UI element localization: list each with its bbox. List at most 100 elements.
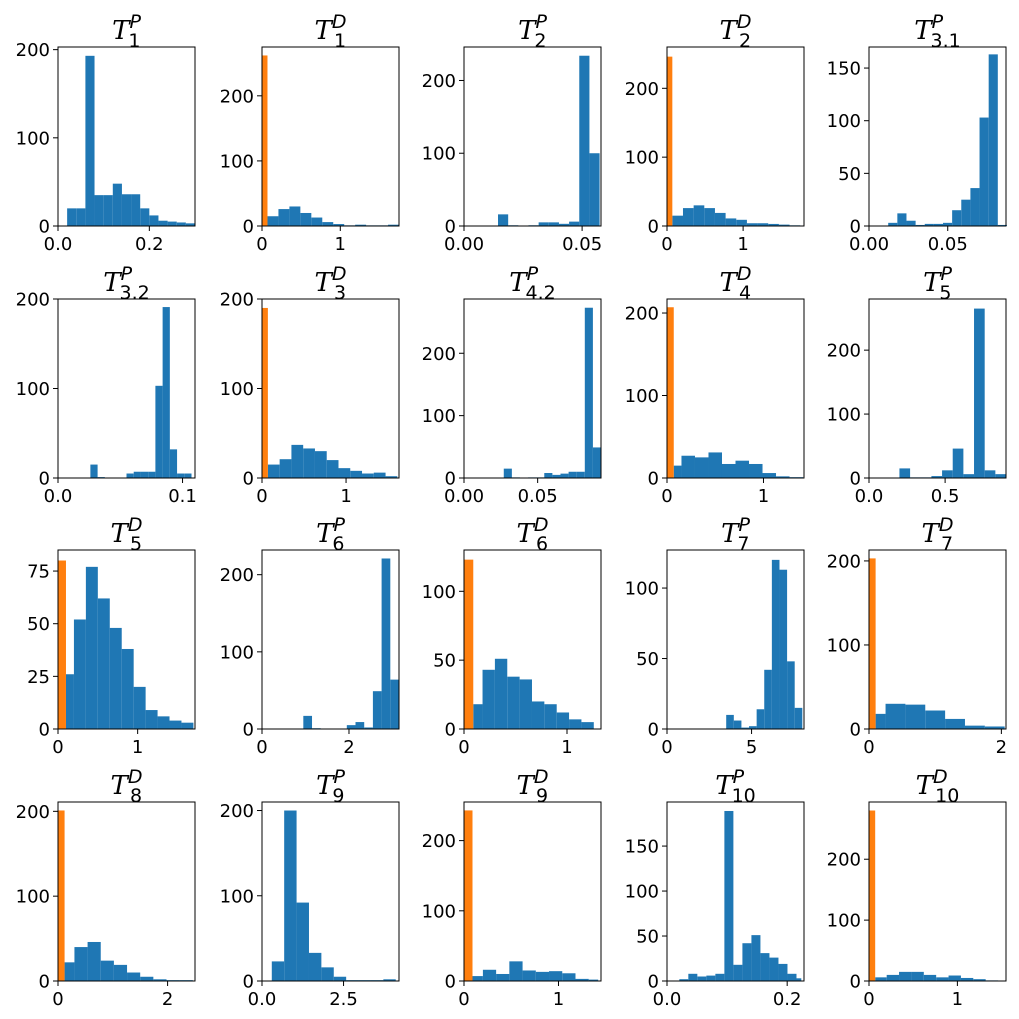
axes-frame (463, 46, 602, 227)
x-tick-label: 0.05 (518, 486, 558, 507)
x-tick-label: 0.5 (931, 486, 960, 507)
y-tick-label: 200 (16, 290, 50, 311)
histogram-bar (355, 722, 365, 729)
histogram-bar (960, 977, 974, 981)
histogram-bar (65, 674, 74, 729)
histogram-bar (875, 713, 886, 729)
axes-frame (868, 46, 1007, 227)
y-tick-label: 100 (16, 379, 50, 400)
histogram-bar (708, 452, 722, 478)
histogram-bar (291, 444, 304, 478)
x-tick-label: 5 (746, 737, 757, 758)
x-tick-label: 0.00 (849, 234, 889, 255)
histogram-bar (726, 714, 734, 729)
histogram-bar (131, 194, 141, 226)
x-tick-label: 1 (553, 989, 564, 1010)
histogram-bar (113, 964, 128, 981)
histogram-bar (973, 979, 986, 981)
panel-title: TP 10 (715, 766, 756, 807)
y-tick-label: 150 (827, 59, 861, 80)
histogram-bar (575, 978, 589, 981)
x-tick-label: 0.0 (653, 989, 682, 1010)
histogram-bar (133, 471, 141, 478)
x-tick-label: 2 (162, 989, 173, 1010)
histogram-bar (899, 468, 911, 478)
histogram-bar (746, 223, 758, 226)
histogram-bar (169, 449, 178, 478)
histogram-bar (562, 973, 576, 981)
histogram-bar (346, 725, 356, 729)
histogram-bar (776, 476, 790, 478)
histogram-bar (558, 223, 570, 226)
y-tick-label: 200 (220, 801, 254, 822)
histogram-bar (694, 457, 709, 478)
histogram-bar (498, 214, 509, 226)
zero-bin-bar (667, 307, 674, 478)
histogram-bar (103, 195, 113, 226)
y-tick-label: 0 (445, 972, 456, 993)
histogram-bar (85, 566, 98, 729)
y-tick-label: 100 (220, 379, 254, 400)
histogram-bar (364, 727, 373, 729)
histogram-bar (984, 470, 996, 478)
x-tick-label: 0.00 (444, 486, 484, 507)
histogram-bar (126, 473, 134, 478)
histogram-bar (688, 973, 698, 981)
histogram-bar (145, 710, 158, 729)
histogram-bar (355, 224, 367, 226)
panel-title: TD 1 (315, 11, 347, 52)
y-tick-label: 200 (220, 565, 254, 586)
axes-frame (666, 46, 805, 227)
histogram-bar (906, 220, 916, 226)
histogram-bar (97, 598, 110, 729)
histogram-bar (494, 658, 508, 729)
axes-frame (868, 801, 1007, 982)
histogram-bar (724, 810, 734, 981)
histogram-bar (997, 224, 1007, 226)
panel-title: TD 2 (720, 11, 752, 52)
histogram-bar (988, 54, 998, 227)
x-tick-label: 2.5 (329, 989, 358, 1010)
y-tick-label: 0 (648, 972, 659, 993)
histogram-bar (303, 448, 315, 478)
histogram-bar (888, 222, 898, 226)
x-tick-label: 0 (863, 989, 874, 1010)
histogram-bar (333, 224, 345, 226)
y-tick-label: 50 (636, 649, 659, 670)
panel-title: TP 9 (316, 766, 345, 807)
y-tick-label: 100 (422, 144, 456, 165)
x-tick-label: 0 (256, 737, 267, 758)
y-tick-label: 200 (827, 850, 861, 871)
histogram-bar (948, 975, 961, 981)
x-tick-label: 0 (256, 486, 267, 507)
histogram-bar (931, 476, 943, 478)
histogram-bar (362, 473, 374, 478)
histogram-bar (733, 720, 742, 729)
histogram-panel: 0.0 0.1 0 100 200 TP 3.2 (16, 263, 197, 507)
panel-title: TP 6 (316, 514, 345, 555)
histogram-bar (300, 212, 312, 226)
y-tick-label: 50 (636, 927, 659, 948)
histogram-bar (778, 224, 790, 226)
histogram-panel: 0 1 0 100 200 TD 3 (220, 263, 400, 507)
histogram-bar (579, 55, 590, 227)
histogram-bar (725, 218, 737, 226)
histogram-bar (721, 463, 736, 478)
histogram-bar (74, 947, 88, 981)
histogram-bar (787, 661, 795, 729)
histogram-bar (673, 465, 682, 478)
histogram-bar (779, 569, 788, 729)
y-tick-label: 0 (445, 217, 456, 238)
histogram-panel: 0.00 0.05 0 100 200 TP 4.2 (422, 263, 602, 507)
y-tick-label: 25 (27, 667, 50, 688)
x-tick-label: 0.05 (928, 234, 968, 255)
y-tick-label: 100 (220, 642, 254, 663)
panel-title: TD 7 (922, 514, 954, 555)
y-tick-label: 200 (422, 71, 456, 92)
x-tick-label: 0 (863, 737, 874, 758)
histogram-bar (112, 183, 122, 226)
x-tick-label: 2 (343, 737, 354, 758)
histogram-bar (133, 686, 146, 729)
y-tick-label: 200 (16, 40, 50, 61)
histogram-bar (588, 979, 599, 981)
